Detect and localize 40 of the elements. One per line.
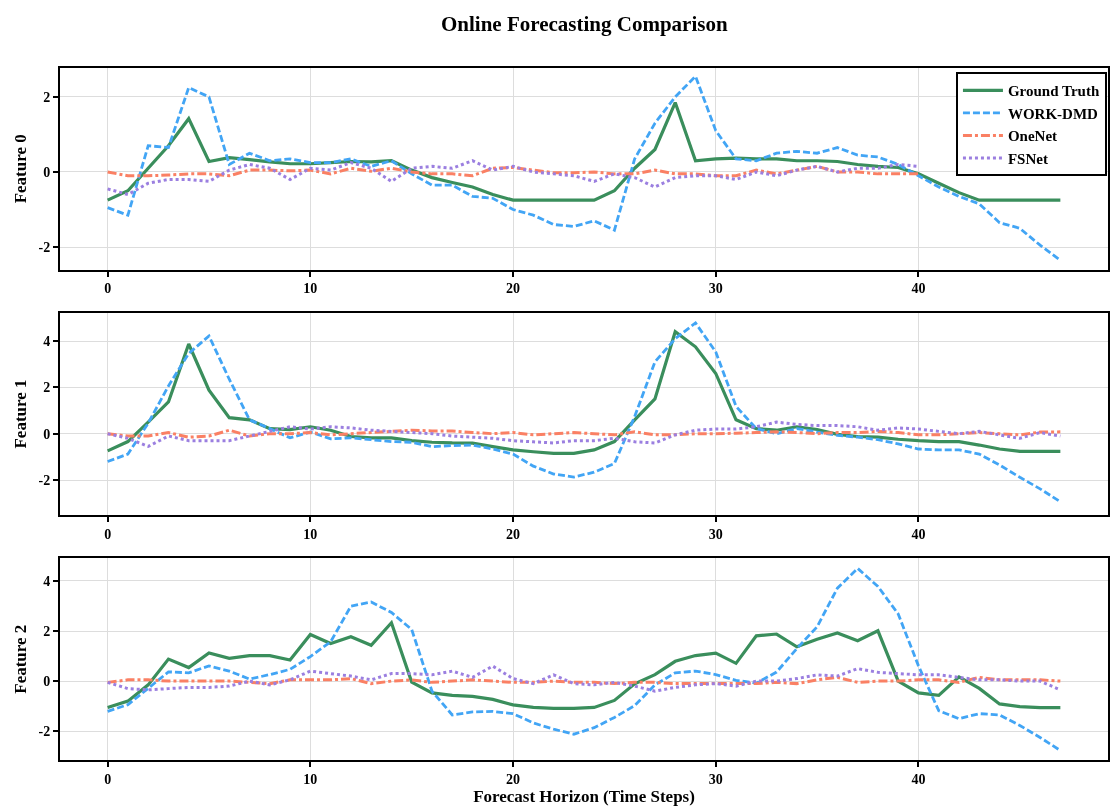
line-series	[106, 621, 1062, 711]
y-tick-label: -2	[38, 724, 51, 740]
y-tick-label: 2	[43, 623, 51, 639]
x-axis-title: Forecast Horizon (Time Steps)	[473, 786, 695, 806]
y-tick-label: -2	[38, 239, 51, 255]
line-series	[106, 567, 1062, 752]
y-tick-label: 4	[43, 333, 51, 349]
x-tick-label: 30	[708, 526, 723, 542]
x-tick-label: 30	[708, 281, 723, 297]
x-tick-label: 10	[303, 281, 318, 297]
y-tick-label: 2	[43, 380, 51, 396]
y-tick-label: -2	[38, 472, 51, 488]
legend-label: OneNet	[1007, 128, 1058, 145]
x-tick-label: 0	[104, 281, 112, 297]
chart-title: Online Forecasting Comparison	[441, 12, 728, 36]
legend-label: WORK-DMD	[1007, 105, 1099, 122]
y-tick-label: 2	[43, 89, 51, 105]
y-axis-title: Feature 0	[10, 134, 30, 204]
x-tick-label: 40	[911, 526, 926, 542]
y-tick-label: 4	[43, 573, 51, 589]
x-tick-label: 30	[708, 771, 723, 787]
x-tick-label: 10	[303, 526, 318, 542]
x-tick-label: 20	[506, 281, 521, 297]
x-tick-label: 10	[303, 771, 318, 787]
line-series	[106, 321, 1062, 504]
line-series	[106, 164, 920, 178]
x-tick-label: 40	[911, 771, 926, 787]
x-tick-label: 40	[911, 281, 926, 297]
y-tick-label: 0	[43, 674, 51, 690]
legend-label: FSNet	[1007, 150, 1048, 167]
line-series	[106, 428, 1062, 439]
y-tick-label: 0	[43, 164, 51, 180]
y-axis-title: Feature 1	[10, 379, 30, 449]
x-tick-label: 0	[104, 771, 112, 787]
y-tick-label: 0	[43, 426, 51, 442]
x-tick-label: 20	[506, 771, 521, 787]
legend-label: Ground Truth	[1007, 83, 1100, 100]
x-tick-label: 20	[506, 526, 521, 542]
x-tick-label: 0	[104, 526, 112, 542]
y-axis-title: Feature 2	[10, 624, 30, 694]
